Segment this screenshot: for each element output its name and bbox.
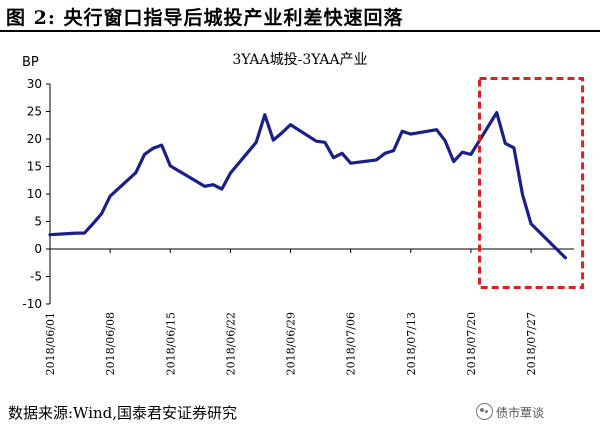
data-point [400,130,404,133]
data-point [529,222,533,225]
data-point [160,143,163,147]
watermark-text: 债市覃谈 [496,406,545,420]
data-source-note: 数据来源:Wind,国泰君安证券研究 [8,404,238,422]
x-tick-label: 2018/07/20 [465,312,478,375]
data-point [469,153,473,156]
data-point [323,141,327,144]
data-point [504,142,507,145]
series-line [48,110,568,260]
data-point [289,123,292,126]
data-point [521,193,524,196]
figure-title: 图 2: 央行窗口指导后城投产业利差快速回落 [6,7,404,29]
data-point [495,111,498,114]
data-point [151,147,155,150]
x-tick-label: 2018/07/06 [345,312,358,375]
data-point [203,185,206,188]
wechat-icon [476,403,493,420]
x-tick-label: 2018/07/27 [525,312,538,375]
data-point [108,195,112,198]
x-tick-label: 2018/06/29 [285,312,298,375]
data-point [443,139,447,142]
y-tick-label: 30 [27,77,42,91]
y-axis-label: BP [22,55,39,70]
x-tick-label: 2018/06/22 [224,312,237,375]
data-point [340,152,344,155]
data-point [229,171,232,175]
data-point [375,158,378,162]
y-tick-label: 0 [34,242,42,256]
x-tick-label: 2018/06/08 [104,312,117,375]
data-point [220,187,224,191]
data-point [435,128,438,131]
data-point [100,212,103,215]
data-point [134,171,138,174]
data-point [83,231,86,235]
highlight-box [478,77,585,289]
data-point [212,183,215,186]
chart-title: 3YAA城投-3YAA产业 [232,52,367,68]
y-tick-label: 10 [27,187,42,201]
data-point [564,256,567,259]
data-point [392,149,395,152]
y-tick-label: 25 [27,105,42,119]
data-point [461,151,464,154]
x-tick-label: 2018/06/01 [44,312,57,375]
data-point [452,160,455,163]
y-tick-label: -5 [30,270,42,284]
data-point [409,132,412,136]
y-tick-label: 20 [27,132,42,146]
data-point [512,146,516,149]
data-point [254,141,258,144]
y-tick-label: 5 [34,215,42,229]
x-tick-label: 2018/07/13 [405,312,418,375]
x-tick-label: 2018/06/15 [164,312,177,375]
data-point [74,231,77,235]
data-point [169,164,172,168]
data-point [315,140,318,143]
y-tick-label: -10 [22,297,42,311]
y-tick-label: 15 [27,160,42,174]
data-point [91,222,95,225]
data-point [349,162,352,165]
data-point [143,153,146,156]
data-point [332,156,335,159]
data-point [383,152,387,155]
wechat-watermark: 债市覃谈 [476,403,544,421]
data-point [280,131,284,135]
data-point [48,233,52,236]
data-point [263,113,266,117]
data-point [272,138,275,142]
figure-title-bar: 图 2: 央行窗口指导后城投产业利差快速回落 [0,0,600,32]
